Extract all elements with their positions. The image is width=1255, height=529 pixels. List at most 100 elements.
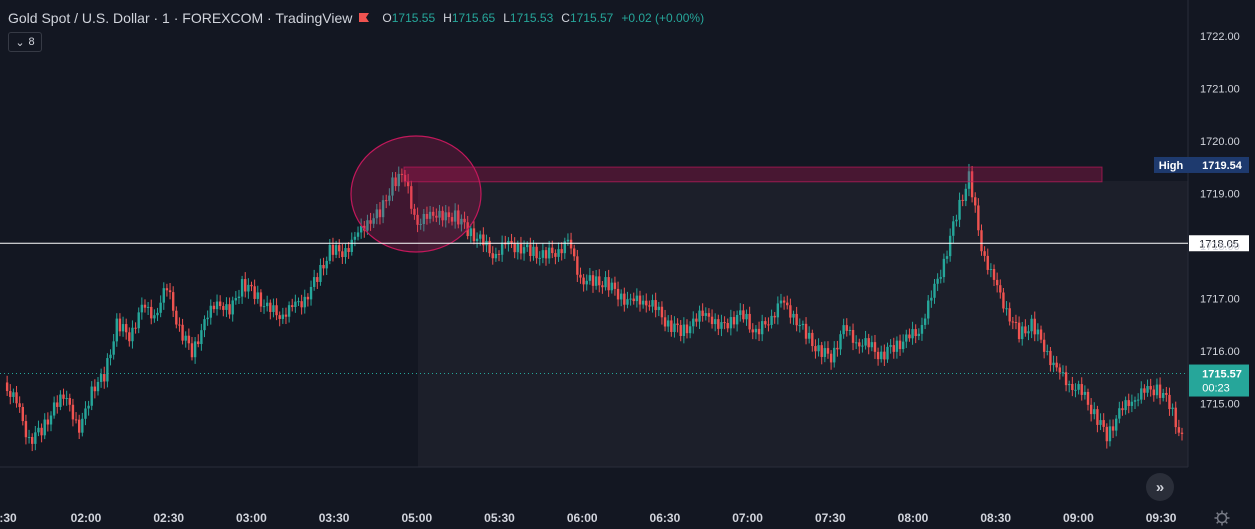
candle-body	[845, 325, 848, 331]
candle-body	[726, 322, 729, 329]
candle-body	[87, 405, 90, 409]
candle-body	[914, 329, 917, 337]
candle-body	[24, 421, 28, 438]
candle-body	[920, 324, 924, 334]
candle-body	[457, 210, 460, 225]
candle-body	[638, 295, 642, 305]
candle-body	[1027, 331, 1030, 334]
candle-body	[607, 277, 610, 291]
close-value: 1715.57	[569, 11, 614, 25]
candle-body	[1152, 389, 1156, 396]
candle-body	[1036, 329, 1040, 335]
y-tick-label: 1716.00	[1200, 346, 1240, 358]
candle-body	[410, 186, 413, 209]
candle-body	[65, 398, 68, 400]
candle-body	[989, 268, 993, 270]
candle-body	[228, 304, 231, 315]
countdown-label: 00:23	[1202, 383, 1230, 395]
candle-body	[516, 243, 520, 253]
high-tag-value-box	[1189, 156, 1249, 173]
candle-body	[27, 437, 31, 439]
candle-body	[400, 173, 404, 175]
candle-body	[541, 250, 545, 258]
y-tick-label: 1718.00	[1200, 241, 1240, 253]
candle-body	[90, 386, 93, 406]
candle-body	[892, 345, 895, 352]
candle-body	[986, 255, 989, 270]
candle-body	[519, 243, 523, 254]
candle-body	[930, 297, 933, 301]
candle-body	[717, 319, 720, 329]
candle-body	[547, 247, 551, 259]
candle-body	[999, 285, 1002, 293]
candle-body	[225, 304, 228, 310]
candle-body	[554, 253, 557, 257]
candle-body	[328, 244, 332, 261]
level-tag-label: 1718.05	[1199, 238, 1239, 250]
chart-header: Gold Spot / U.S. Dollar · 1 · FOREXCOM ·…	[8, 8, 704, 28]
flag-icon[interactable]	[358, 12, 370, 24]
candle-body	[250, 284, 253, 287]
candle-body	[1111, 426, 1115, 431]
candle-body	[1046, 350, 1049, 352]
candle-body	[836, 347, 839, 350]
candle-body	[118, 318, 122, 332]
candle-body	[917, 333, 921, 337]
candle-body	[309, 286, 313, 300]
candle-body	[297, 301, 300, 303]
candle-body	[256, 292, 259, 299]
candle-body	[757, 328, 761, 335]
last-price-label: 1715.57	[1202, 369, 1242, 381]
x-tick-label: 09:30	[1146, 511, 1177, 525]
gear-icon[interactable]	[1214, 510, 1230, 526]
candle-body	[93, 386, 97, 392]
candle-body	[1177, 427, 1181, 433]
candle-body	[876, 351, 880, 360]
candle-body	[867, 338, 870, 348]
indicators-collapse-button[interactable]: ⌄ 8	[8, 32, 42, 52]
candle-body	[438, 210, 441, 218]
high-value: 1715.65	[451, 11, 496, 25]
candle-body	[319, 264, 322, 282]
candle-body	[77, 419, 81, 433]
symbol-title[interactable]: Gold Spot / U.S. Dollar · 1 · FOREXCOM ·…	[8, 10, 353, 26]
candle-body	[1030, 318, 1033, 332]
candle-body	[294, 301, 297, 308]
candle-body	[613, 282, 617, 289]
scroll-to-realtime-button[interactable]: »	[1146, 473, 1174, 501]
candle-body	[532, 246, 535, 256]
low-value: 1715.53	[509, 11, 554, 25]
candle-body	[1099, 420, 1102, 425]
candle-body	[804, 323, 808, 339]
candle-body	[579, 274, 582, 278]
candle-body	[1080, 384, 1083, 395]
candle-body	[952, 221, 955, 236]
candle-body	[81, 418, 84, 433]
candle-body	[582, 277, 585, 285]
candle-body	[247, 284, 250, 292]
candle-body	[823, 348, 827, 357]
candle-body	[688, 326, 692, 334]
candle-body	[1130, 401, 1134, 406]
candle-body	[670, 320, 673, 332]
x-tick-label: 07:30	[815, 511, 846, 525]
candle-body	[356, 232, 360, 237]
candle-body	[331, 244, 335, 255]
candle-body	[403, 174, 407, 182]
candle-body	[1017, 322, 1021, 340]
candle-body	[406, 181, 410, 187]
candle-body	[713, 319, 717, 325]
candle-body	[1155, 384, 1159, 396]
candle-body	[178, 324, 181, 326]
candle-body	[898, 340, 902, 350]
candle-body	[146, 306, 150, 308]
candle-body	[626, 299, 629, 305]
candle-body	[591, 275, 595, 286]
x-tick-label: 03:00	[236, 511, 267, 525]
candle-body	[1011, 321, 1015, 323]
candle-body	[1143, 388, 1146, 393]
candle-body	[588, 275, 592, 281]
candle-body	[103, 374, 106, 382]
candle-body	[363, 225, 366, 231]
